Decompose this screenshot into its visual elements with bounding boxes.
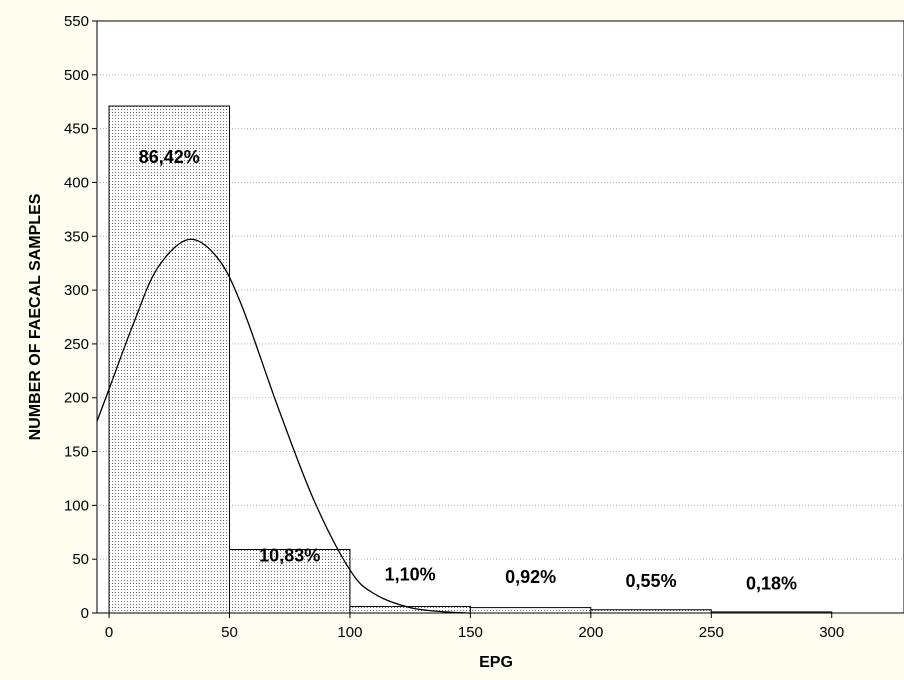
histogram-bar	[469, 607, 592, 614]
x-tick-label: 250	[699, 624, 724, 641]
normal-fit-curve	[96, 238, 471, 614]
gridlines	[97, 74, 904, 560]
y-tick-label: 400	[64, 174, 89, 191]
bar-percent-label: 0,18%	[746, 573, 797, 593]
x-tick-label: 100	[337, 624, 362, 641]
x-axis-title: EPG	[479, 654, 513, 671]
y-tick-label: 200	[64, 390, 89, 407]
y-axis-ticks: 0 50 100 150 200 250 300 350 400 450 500 550	[64, 13, 97, 622]
y-tick-label: 450	[64, 121, 89, 138]
y-tick-label: 150	[64, 444, 89, 461]
y-tick-label: 350	[64, 228, 89, 245]
y-axis-title: NUMBER OF FAECAL SAMPLES	[27, 193, 44, 440]
bar-percent-label: 10,83%	[259, 545, 320, 565]
bar-labels: 86,42% 10,83% 1,10% 0,92% 0,55% 0,18%	[139, 147, 797, 593]
histogram-bar	[228, 548, 351, 614]
bar-percent-label: 1,10%	[385, 565, 436, 585]
x-tick-label: 50	[221, 624, 238, 641]
x-tick-label: 200	[578, 624, 603, 641]
x-tick-label: 0	[105, 624, 113, 641]
plot-area	[96, 20, 904, 614]
histogram-bar	[108, 105, 230, 614]
bar-percent-label: 0,92%	[505, 567, 556, 587]
bar-percent-label: 0,55%	[626, 571, 677, 591]
y-tick-label: 500	[64, 67, 89, 84]
histogram-bar	[710, 611, 833, 614]
y-tick-label: 100	[64, 497, 89, 514]
x-tick-label: 300	[819, 624, 844, 641]
y-tick-label: 550	[64, 13, 89, 30]
y-tick-label: 50	[72, 551, 89, 568]
y-tick-label: 250	[64, 336, 89, 353]
bar-percent-label: 86,42%	[139, 147, 200, 167]
bars	[108, 105, 833, 614]
x-axis-ticks: 0 50 100 150 200 250 300	[105, 613, 844, 641]
histogram-bar	[590, 609, 712, 614]
y-tick-label: 0	[81, 605, 89, 622]
y-tick-label: 300	[64, 282, 89, 299]
x-tick-label: 150	[458, 624, 483, 641]
